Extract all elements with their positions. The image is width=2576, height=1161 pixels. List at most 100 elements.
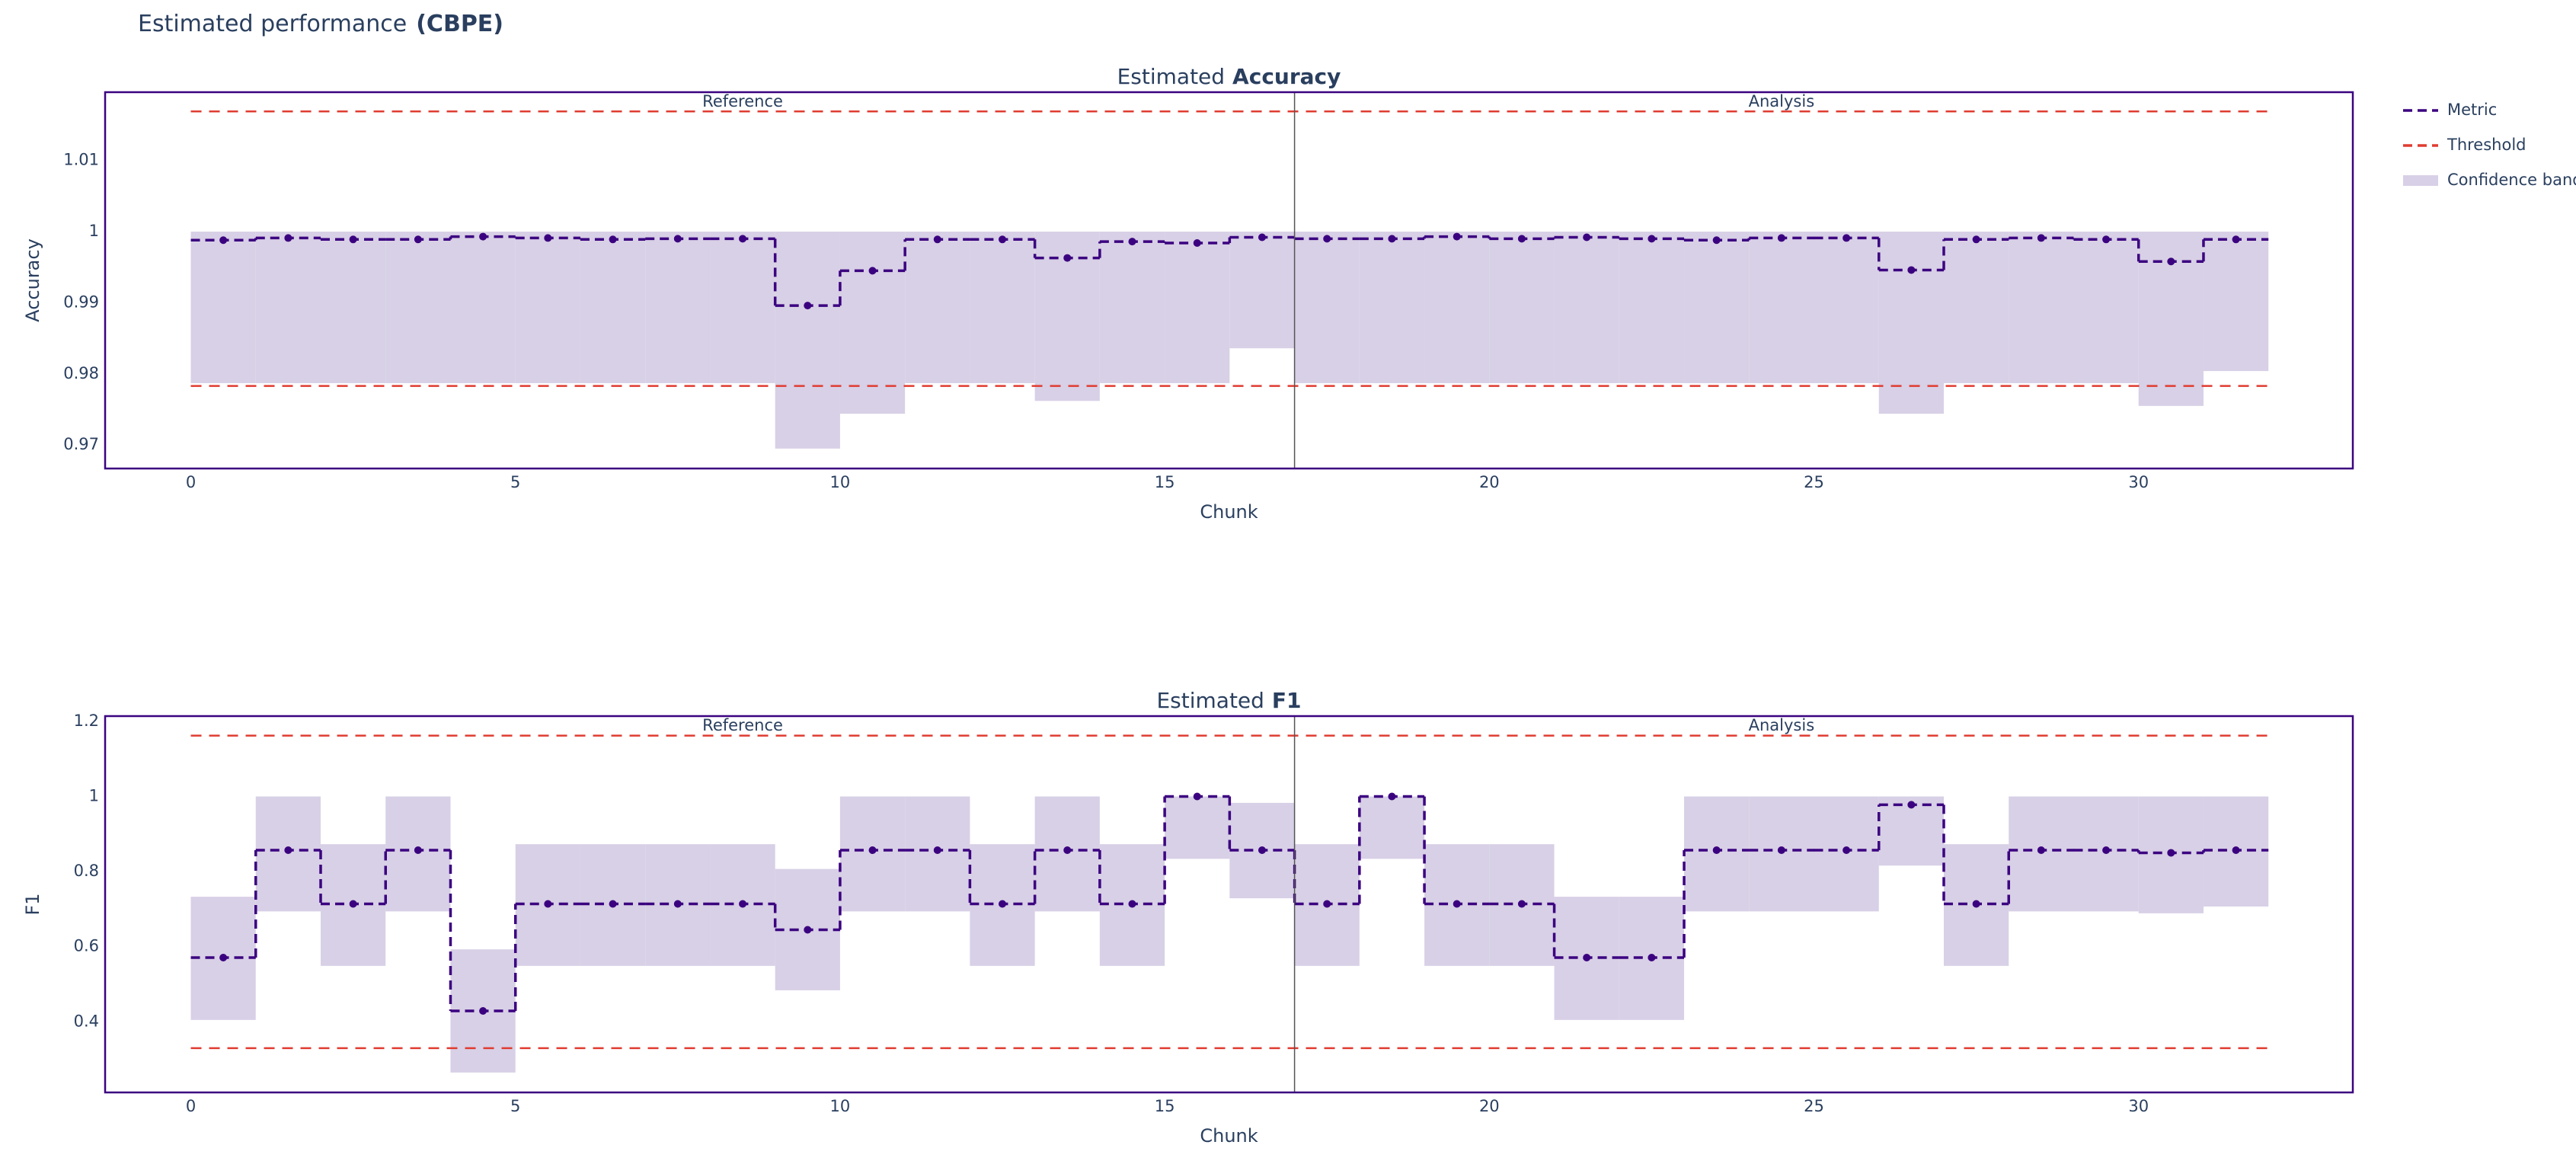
metric-marker — [1777, 234, 1785, 242]
confidence-band — [1229, 232, 1295, 349]
metric-marker — [933, 846, 941, 855]
metric-marker — [933, 235, 941, 244]
metric-marker — [2102, 235, 2111, 244]
confidence-band — [450, 232, 516, 383]
metric-marker — [1388, 235, 1396, 243]
x-tick-label: 20 — [1479, 1097, 1500, 1115]
confidence-band — [710, 232, 775, 383]
metric-marker — [2167, 257, 2175, 266]
legend-swatch — [2403, 175, 2438, 186]
metric-marker — [1712, 846, 1721, 855]
confidence-band — [1554, 232, 1619, 383]
y-tick-label: 0.6 — [74, 937, 99, 955]
legend-label: Metric — [2447, 101, 2497, 119]
metric-marker — [1128, 900, 1136, 908]
metric-marker — [1453, 232, 1461, 241]
metric-marker — [999, 235, 1007, 244]
metric-marker — [1648, 954, 1656, 962]
metric-marker — [284, 846, 292, 855]
metric-marker — [2037, 846, 2045, 855]
x-tick-label: 30 — [2128, 473, 2149, 491]
page-title-text: Estimated performance — [138, 11, 407, 37]
metric-marker — [1323, 900, 1331, 908]
confidence-band — [1489, 232, 1555, 383]
x-axis-label: Chunk — [1200, 1125, 1258, 1147]
y-tick-label: 0.99 — [63, 293, 99, 311]
confidence-band — [1359, 796, 1425, 859]
y-tick-label: 1.01 — [63, 151, 99, 169]
metric-marker — [673, 235, 682, 243]
subplot-title-text: Estimated — [1117, 64, 1225, 89]
x-tick-label: 20 — [1479, 473, 1500, 491]
confidence-band — [839, 232, 906, 414]
period-label: Reference — [702, 716, 783, 734]
metric-marker — [544, 900, 552, 908]
metric-marker — [1972, 900, 1980, 908]
metric-marker — [219, 236, 228, 245]
confidence-band — [1619, 232, 1685, 383]
confidence-band — [2009, 232, 2074, 383]
metric-marker — [479, 232, 487, 241]
metric-marker — [414, 235, 422, 244]
metric-marker — [609, 235, 617, 244]
confidence-band — [1165, 796, 1230, 859]
metric-marker — [1388, 792, 1396, 801]
x-tick-label: 5 — [510, 473, 520, 491]
confidence-band — [1749, 232, 1814, 383]
y-tick-label: 0.4 — [74, 1012, 99, 1030]
metric-marker — [1193, 238, 1201, 247]
y-axis-label: Accuracy — [22, 238, 43, 322]
metric-marker — [1972, 235, 1980, 244]
confidence-band — [1684, 232, 1750, 383]
period-label: Reference — [702, 92, 783, 110]
metric-marker — [1063, 846, 1072, 855]
metric-marker — [2232, 235, 2240, 244]
confidence-band — [1878, 232, 1944, 414]
confidence-band — [1099, 232, 1165, 383]
page-title: Estimated performance (CBPE) — [138, 11, 503, 37]
x-tick-label: 25 — [1804, 473, 1824, 491]
confidence-band — [1294, 232, 1360, 383]
x-tick-label: 5 — [510, 1097, 520, 1115]
confidence-band — [580, 232, 646, 383]
metric-marker — [2232, 846, 2240, 855]
metric-marker — [1583, 233, 1591, 241]
confidence-band — [905, 232, 970, 383]
y-tick-label: 1 — [89, 222, 99, 240]
metric-marker — [1193, 792, 1201, 801]
metric-marker — [2102, 846, 2111, 855]
metric-marker — [1712, 236, 1721, 245]
metric-marker — [1777, 846, 1785, 855]
period-label: Analysis — [1749, 716, 1815, 734]
metric-marker — [1648, 235, 1656, 243]
metric-marker — [1453, 900, 1461, 908]
x-tick-label: 10 — [830, 1097, 851, 1115]
metric-marker — [1843, 846, 1851, 855]
y-tick-label: 0.97 — [63, 435, 99, 453]
confidence-band — [190, 232, 256, 383]
confidence-band — [1359, 232, 1425, 383]
confidence-band — [645, 232, 711, 383]
metric-marker — [1907, 801, 1916, 809]
metric-marker — [1323, 235, 1331, 243]
subplot-title-text: Estimated — [1156, 688, 1264, 713]
x-tick-label: 0 — [186, 473, 196, 491]
metric-marker — [1258, 846, 1266, 855]
y-tick-label: 1 — [89, 787, 99, 805]
x-tick-label: 15 — [1155, 1097, 1175, 1115]
y-tick-label: 1.2 — [74, 712, 99, 730]
metric-marker — [349, 235, 357, 244]
y-tick-label: 0.8 — [74, 862, 99, 880]
confidence-band — [1165, 232, 1230, 383]
confidence-band — [255, 232, 321, 383]
legend-label: Confidence band — [2447, 171, 2576, 189]
subplot-title: Estimated F1 — [1156, 688, 1301, 713]
metric-marker — [804, 926, 812, 934]
metric-marker — [2037, 234, 2045, 242]
metric-marker — [868, 846, 877, 855]
page-title-bold: (CBPE) — [416, 11, 503, 37]
metric-marker — [1258, 233, 1266, 241]
metric-marker — [804, 302, 812, 310]
